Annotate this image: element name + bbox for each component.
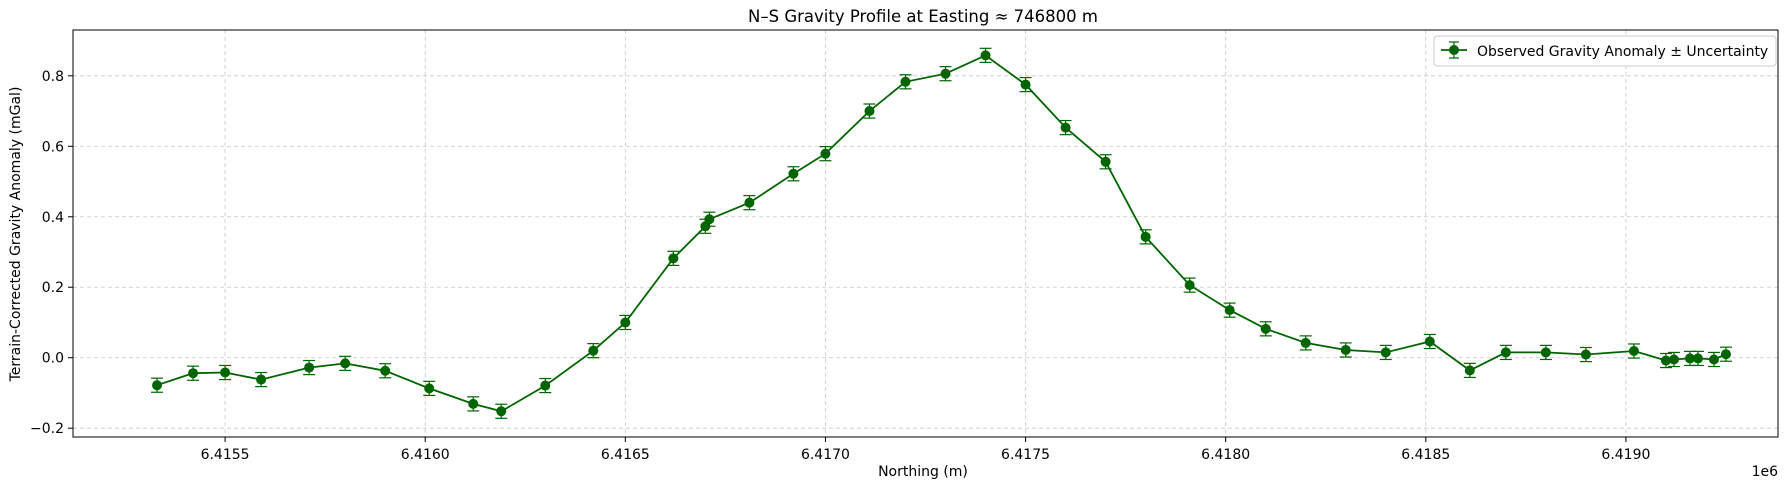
data-point: [1260, 323, 1271, 334]
data-point: [1628, 346, 1639, 357]
data-point: [304, 362, 315, 373]
plot-frame: [72, 29, 1779, 438]
data-point: [820, 148, 831, 159]
x-tick-label: 6.4160: [401, 447, 450, 463]
data-point: [540, 380, 551, 391]
data-point: [1300, 337, 1311, 348]
chart-title: N–S Gravity Profile at Easting ≈ 746800 …: [748, 7, 1098, 26]
x-tick-label: 6.4190: [1601, 447, 1650, 463]
legend-point: [1449, 45, 1459, 55]
x-tick-label: 6.4180: [1201, 447, 1250, 463]
data-point: [1580, 349, 1591, 360]
data-point: [1020, 79, 1031, 90]
data-point: [788, 168, 799, 179]
y-tick-label: 0.2: [42, 280, 64, 296]
axis-ticks: 6.4155 6.4160 6.4165 6.4170 6.4175 6.4180 6.41…: [30, 69, 1650, 463]
x-axis-label: Northing (m): [878, 464, 968, 480]
data-point: [424, 383, 435, 394]
data-point: [1720, 349, 1731, 360]
data-point: [588, 345, 599, 356]
x-tick-label: 6.4155: [201, 447, 250, 463]
data-point: [1692, 353, 1703, 364]
legend-entry-label: Observed Gravity Anomaly ± Uncertainty: [1477, 44, 1768, 60]
data-point: [1660, 355, 1671, 366]
data-point: [1708, 354, 1719, 365]
data-point: [1500, 347, 1511, 358]
data-point: [864, 106, 875, 117]
y-tick-label: −0.2: [30, 421, 64, 437]
data-point: [340, 358, 351, 369]
legend-marker-icon: [1441, 41, 1467, 59]
data-point: [1140, 231, 1151, 242]
data-point: [152, 380, 163, 391]
data-point: [704, 214, 715, 225]
data-point: [256, 374, 267, 385]
y-tick-label: 0.8: [42, 69, 64, 85]
data-point: [1464, 365, 1475, 376]
legend-box: [1433, 35, 1777, 67]
y-axis-label: Terrain-Corrected Gravity Anomaly (mGal): [8, 87, 24, 383]
data-point: [468, 398, 479, 409]
x-tick-label: 6.4175: [1001, 447, 1050, 463]
data-point: [668, 253, 679, 264]
data-point: [1684, 353, 1695, 364]
data-point: [900, 76, 911, 87]
data-point: [980, 50, 991, 61]
x-tick-label: 6.4185: [1401, 447, 1450, 463]
grid: [73, 30, 1778, 437]
y-tick-label: 0.4: [42, 210, 64, 226]
data-series: [151, 47, 1732, 419]
data-point: [1100, 156, 1111, 167]
y-tick-label: 0.6: [42, 139, 64, 155]
data-point: [496, 406, 507, 417]
data-point: [940, 68, 951, 79]
data-point: [620, 317, 631, 328]
x-tick-label: 6.4165: [601, 447, 650, 463]
data-point: [1424, 336, 1435, 347]
data-point: [1668, 354, 1679, 365]
data-point: [1380, 347, 1391, 358]
data-point: [744, 197, 755, 208]
legend: Observed Gravity Anomaly ± Uncertainty: [1433, 35, 1777, 67]
data-point: [220, 367, 231, 378]
x-axis-offset-label: 1e6: [1752, 464, 1779, 480]
x-tick-label: 6.4170: [801, 447, 850, 463]
data-point: [380, 365, 391, 376]
y-tick-label: 0.0: [42, 351, 64, 367]
data-point: [188, 368, 199, 379]
data-point: [1340, 344, 1351, 355]
data-point: [1184, 280, 1195, 291]
data-point: [1224, 305, 1235, 316]
data-point: [1540, 347, 1551, 358]
data-point: [1060, 122, 1071, 133]
